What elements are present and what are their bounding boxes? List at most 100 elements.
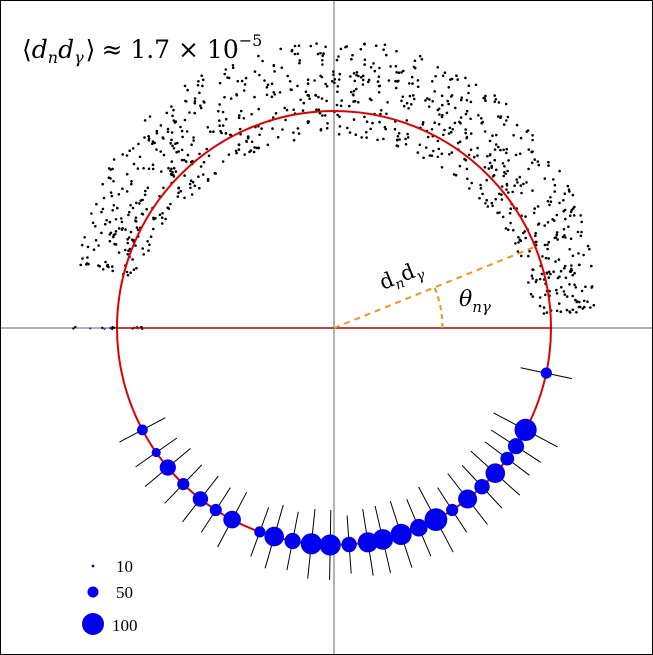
bubble-point [159,459,176,476]
scatter-point [448,126,452,130]
scatter-point [130,182,133,186]
scatter-point [524,215,527,218]
scatter-point [361,83,365,86]
scatter-point [166,130,170,134]
bubble-point [209,503,222,517]
scatter-point [416,85,420,89]
scatter-point [193,97,197,100]
bubble-point [192,491,209,507]
scatter-point [378,66,381,70]
scatter-point [564,217,567,221]
scatter-point [105,219,108,222]
scatter-point [456,141,460,145]
scatter-point [151,167,155,171]
scatter-point [511,190,514,194]
scatter-point [505,151,508,155]
scatter-point [128,210,131,214]
scatter-point [141,247,144,250]
legend-label-10: 10 [116,557,133,576]
scatter-point [125,154,129,157]
scatter-point [176,195,180,198]
scatter-point [180,129,184,133]
scatter-point [397,71,401,74]
scatter-point [263,79,266,82]
scatter-point [531,277,534,280]
scatter-point [315,42,318,45]
scatter-point [434,74,437,78]
scatter-point [440,166,444,169]
scatter-point [352,118,356,121]
scatter-point [101,268,105,271]
scatter-point [221,160,225,163]
avg-sub2: γ [74,48,84,67]
scatter-point [513,184,516,187]
scatter-point [313,79,316,82]
scatter-point [450,77,454,81]
scatter-point [454,173,458,177]
scatter-point [549,200,553,203]
scatter-point [465,109,469,113]
scatter-point [218,103,221,106]
scatter-point [407,107,410,110]
scatter-point [547,160,550,164]
scatter-point [477,114,480,117]
scatter-point [497,145,500,149]
scatter-point [367,80,370,84]
scatter-point [367,78,371,82]
scatter-point [155,131,159,135]
scatter-point [551,218,554,221]
angle-label: θnγ [459,287,491,316]
scatter-point [571,193,575,197]
scatter-point [217,109,220,113]
scatter-point [555,233,558,237]
scatter-point [121,153,124,156]
scatter-point [92,248,96,251]
scatter-point [437,123,441,126]
scatter-point [459,116,463,119]
scatter-point [87,262,90,266]
avg-approx: ≈ 1.7 × 10 [101,35,238,64]
scatter-point [363,58,367,61]
bubble-point [151,447,161,458]
scatter-point [218,81,222,85]
scatter-point [296,52,300,56]
scatter-point [395,49,398,53]
scatter-point [580,230,583,234]
scatter-point [274,112,278,115]
scatter-point [465,98,469,102]
scatter-point [382,48,385,51]
scatter-point [436,66,440,69]
scatter-point [505,188,508,191]
scatter-point [523,230,527,233]
scatter-point [525,181,528,184]
scatter-point [427,105,431,108]
scatter-point [564,236,567,239]
scatter-point [493,94,497,97]
scatter-point [408,94,412,98]
scatter-point [346,126,349,130]
scatter-point [177,186,180,190]
scatter-point [528,250,531,253]
scatter-point [553,236,557,240]
scatter-point [590,264,593,268]
scatter-point [143,193,147,197]
scatter-point [517,241,520,244]
scatter-point [260,127,263,130]
scatter-point [386,101,389,104]
scatter-point [527,281,530,284]
scatter-point [396,135,400,138]
angle-theta: θ [459,287,472,312]
scatter-point [576,230,580,234]
scatter-point [568,283,571,286]
avg-left-bracket: ⟨ [22,35,32,64]
legend-marker-10 [91,564,95,568]
scatter-point [473,155,476,159]
scatter-point [562,290,566,293]
scatter-point [431,100,435,103]
scatter-point [292,138,296,142]
scatter-point [464,158,468,162]
scatter-point [546,247,549,251]
scatter-point [127,236,131,239]
scatter-point [175,150,178,154]
scatter-point [227,76,231,80]
